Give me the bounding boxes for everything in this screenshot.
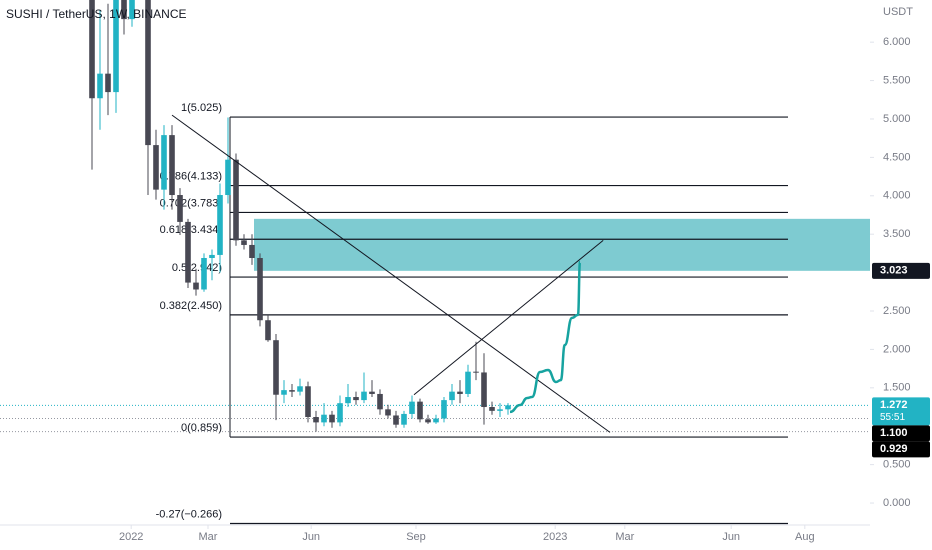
countdown: 55:51 <box>880 412 905 423</box>
x-tick-label: Mar <box>199 531 218 543</box>
y-axis-label: USDT <box>883 6 913 18</box>
price-label: 0.929 <box>880 443 908 455</box>
price-label-box <box>872 425 930 442</box>
candle-body <box>185 221 191 283</box>
candle-body <box>273 340 279 395</box>
chart-title: SUSHI / TetherUS, 1W, BINANCE <box>6 7 187 21</box>
fib-label: 0.702(3.783) <box>160 197 222 209</box>
fib-label: 0.618(3.434) <box>160 224 222 236</box>
candle-body <box>473 371 479 373</box>
candle-body <box>353 397 359 401</box>
candle-body <box>241 240 247 245</box>
candle-body <box>89 0 95 99</box>
y-tick-label: 2.000 <box>883 343 911 355</box>
candle-body <box>169 135 175 196</box>
candle-body <box>121 0 127 20</box>
price-label-box <box>872 441 930 458</box>
candle-body <box>489 407 495 411</box>
candle-body <box>457 391 463 394</box>
y-tick-label: 5.500 <box>883 74 911 86</box>
candle-body <box>313 417 319 423</box>
y-tick-label: 2.500 <box>883 305 911 317</box>
candle-body <box>329 414 335 423</box>
candle-body <box>105 73 111 93</box>
y-tick-label: 3.500 <box>883 228 911 240</box>
x-tick-label: Sep <box>406 531 426 543</box>
x-tick-label: 2022 <box>119 531 143 543</box>
candle-body <box>361 391 367 401</box>
candle-body <box>257 258 263 321</box>
candle-body <box>289 390 295 392</box>
candle-body <box>345 397 351 404</box>
x-tick-label: Jun <box>722 531 740 543</box>
candle-body <box>369 391 375 394</box>
candle-body <box>465 371 471 394</box>
plot-area: 1(5.025) 0.786(4.133) 0.702(3.783) 0.618(3.… <box>0 0 870 525</box>
candle-body <box>417 401 423 420</box>
candle-body <box>161 135 167 190</box>
y-tick-label: 5.000 <box>883 113 911 125</box>
fib-label: 0.786(4.133) <box>160 170 222 182</box>
axes: 6.000 5.500 5.000 4.500 4.000 3.500 2.500 2.000… <box>119 36 911 543</box>
candle-body <box>265 320 271 341</box>
candle-body <box>337 403 343 423</box>
x-tick-label: 2023 <box>543 531 567 543</box>
candle-body <box>249 244 255 259</box>
candle-body <box>113 0 119 93</box>
candle-body <box>145 0 151 146</box>
price-label-box <box>872 397 930 426</box>
x-tick-label: Mar <box>615 531 634 543</box>
candle-body <box>153 145 159 190</box>
candle-body <box>321 414 327 423</box>
trend-line <box>413 239 604 396</box>
candle-body <box>385 409 391 416</box>
candle-body <box>281 390 287 395</box>
candle-body <box>201 258 207 290</box>
candle-body <box>377 393 383 410</box>
fib-label: 0(0.859) <box>181 422 222 434</box>
y-tick-label: 1.500 <box>883 382 911 394</box>
candle-body <box>129 0 135 20</box>
fib-label: 1(5.025) <box>181 102 222 114</box>
candle-body <box>481 372 487 408</box>
candle-body <box>305 386 311 418</box>
fib-label: 0.5(2.942) <box>172 262 222 274</box>
candle-body <box>433 418 439 423</box>
candle-body <box>225 159 231 196</box>
candle-body <box>97 73 103 99</box>
candle-body <box>233 159 239 241</box>
candle-body <box>209 254 215 259</box>
candle-body <box>401 413 407 425</box>
price-label: 1.272 <box>880 399 908 411</box>
candle-body <box>441 400 447 419</box>
y-tick-label: 4.000 <box>883 190 911 202</box>
candle-body <box>505 405 511 410</box>
projection-path <box>509 260 582 414</box>
price-label: 1.100 <box>880 427 908 439</box>
candle-body <box>497 409 503 411</box>
y-tick-label: 0.000 <box>883 497 911 509</box>
y-tick-label: 4.500 <box>883 151 911 163</box>
price-label: 3.023 <box>880 265 908 277</box>
price-label-box <box>872 262 930 279</box>
fib-label: 0.382(2.450) <box>160 300 222 312</box>
candle-body <box>449 391 455 401</box>
fib-label: -0.27(−0.266) <box>156 508 222 520</box>
candle-body <box>177 195 183 222</box>
zone <box>254 218 870 271</box>
y-tick-label: 0.500 <box>883 459 911 471</box>
candle-body <box>193 282 199 290</box>
candle-body <box>425 419 431 423</box>
candle-body <box>217 195 223 255</box>
x-tick-label: Jun <box>302 531 320 543</box>
y-tick-label: 6.000 <box>883 36 911 48</box>
candle-body <box>297 386 303 392</box>
x-tick-label: Aug <box>795 531 815 543</box>
candle-body <box>409 401 415 414</box>
candle-body <box>393 415 399 425</box>
